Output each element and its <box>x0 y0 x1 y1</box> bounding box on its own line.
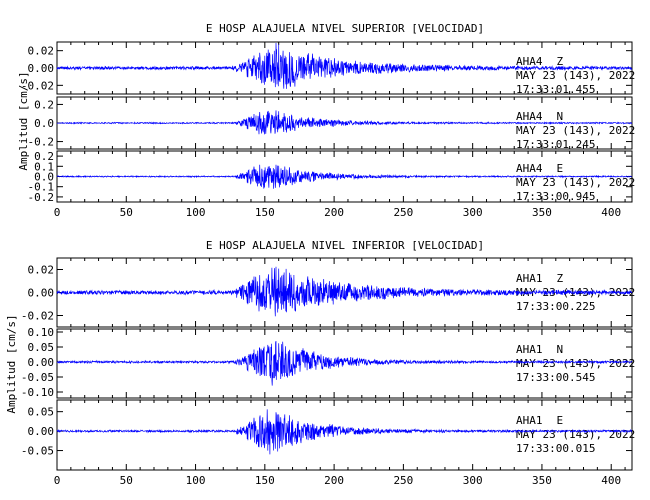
station-name: AHA4 <box>516 110 543 123</box>
record-time: 17:33:01.245 <box>516 138 595 151</box>
x-tick-label: 300 <box>463 474 483 487</box>
x-tick-label: 50 <box>120 474 133 487</box>
x-tick-label: 200 <box>324 206 344 219</box>
x-tick-label: 150 <box>255 474 275 487</box>
y-tick-label: -0.1 <box>28 181 55 194</box>
seismogram-trace <box>56 164 633 189</box>
station-name: AHA1 <box>516 414 543 427</box>
x-tick-label: 250 <box>393 206 413 219</box>
seismogram-trace <box>56 110 633 135</box>
x-tick-label: 350 <box>532 206 552 219</box>
station-name: AHA4 <box>516 55 543 68</box>
y-tick-label: -0.2 <box>28 136 55 149</box>
y-tick-label: 0.0 <box>34 117 54 130</box>
component-name: N <box>557 110 564 123</box>
y-tick-label: -0.02 <box>21 79 54 92</box>
y-tick-label: 0.00 <box>28 425 55 438</box>
component-name: E <box>557 162 564 175</box>
y-axis-label-bottom: Amplitud [cm/s] <box>5 314 18 413</box>
figure-title-top: E HOSP ALAJUELA NIVEL SUPERIOR [VELOCIDA… <box>206 22 484 35</box>
record-time: 17:33:00.015 <box>516 442 595 455</box>
seismogram-trace <box>56 409 633 455</box>
component-name: Z <box>557 272 564 285</box>
x-tick-label: 0 <box>54 474 61 487</box>
station-component-label: AHA4 N <box>516 110 563 123</box>
figure-top: E HOSP ALAJUELA NIVEL SUPERIOR [VELOCIDA… <box>17 22 635 203</box>
station-component-label: AHA1 E <box>516 414 563 427</box>
y-tick-label: 0.02 <box>28 264 55 277</box>
station-name: AHA1 <box>516 343 543 356</box>
y-tick-label: 0.00 <box>28 287 55 300</box>
y-tick-label: 0.05 <box>28 406 55 419</box>
station-name: AHA4 <box>516 162 543 175</box>
channel-panel-aha4-z: AHA4 Z MAY 23 (143), 2022 17:33:01.455 <box>516 55 635 96</box>
y-tick-label: 0.02 <box>28 45 55 58</box>
channel-panel-aha4-e: AHA4 E MAY 23 (143), 2022 17:33:00.945 <box>516 162 635 203</box>
y-axis-label-top: Amplitud [cm/s] <box>17 71 30 170</box>
y-tick-label: 0.2 <box>34 98 54 111</box>
y-tick-label: 0.05 <box>28 341 55 354</box>
y-tick-label: -0.10 <box>21 386 54 399</box>
y-tick-label: 0.10 <box>28 326 55 339</box>
record-time: 17:33:00.225 <box>516 300 595 313</box>
station-component-label: AHA4 E <box>516 162 563 175</box>
x-tick-label: 100 <box>186 206 206 219</box>
y-tick-label: -0.02 <box>21 310 54 323</box>
x-tick-label: 50 <box>120 206 133 219</box>
record-date: MAY 23 (143), 2022 <box>516 357 635 370</box>
component-name: Z <box>557 55 564 68</box>
x-tick-label: 400 <box>601 474 621 487</box>
x-tick-label: 150 <box>255 206 275 219</box>
record-date: MAY 23 (143), 2022 <box>516 124 635 137</box>
x-tick-label: 350 <box>532 474 552 487</box>
y-tick-label: -0.05 <box>21 445 54 458</box>
y-tick-label: -0.05 <box>21 371 54 384</box>
seismogram-trace <box>56 341 633 386</box>
panel-frame <box>56 399 633 471</box>
x-tick-label: 400 <box>601 206 621 219</box>
record-time: 17:33:01.455 <box>516 83 595 96</box>
figure-bottom: E HOSP ALAJUELA NIVEL INFERIOR [VELOCIDA… <box>5 239 635 455</box>
y-tick-label: 0.00 <box>28 62 55 75</box>
channel-panel-aha4-n: AHA4 N MAY 23 (143), 2022 17:33:01.245 <box>516 110 635 151</box>
station-component-label: AHA1 Z <box>516 272 564 285</box>
y-tick-label: 0.1 <box>34 160 54 173</box>
x-tick-label: 200 <box>324 474 344 487</box>
y-tick-label: 0.0 <box>34 171 54 184</box>
y-tick-label: 0.2 <box>34 150 54 163</box>
record-time: 17:33:00.545 <box>516 371 595 384</box>
x-tick-label: 100 <box>186 474 206 487</box>
record-date: MAY 23 (143), 2022 <box>516 176 635 189</box>
figure-title-bottom: E HOSP ALAJUELA NIVEL INFERIOR [VELOCIDA… <box>206 239 484 252</box>
seismogram-trace <box>56 42 633 89</box>
component-name: E <box>557 414 564 427</box>
y-tick-label: 0.00 <box>28 356 55 369</box>
record-time: 17:33:00.945 <box>516 190 595 203</box>
y-tick-label: -0.2 <box>28 191 55 204</box>
x-tick-label: 0 <box>54 206 61 219</box>
x-tick-label: 300 <box>463 206 483 219</box>
component-name: N <box>557 343 564 356</box>
channel-panel-aha1-e: AHA1 E MAY 23 (143), 2022 17:33:00.015 <box>516 414 635 455</box>
panel-frame <box>56 328 633 399</box>
record-date: MAY 23 (143), 2022 <box>516 69 635 82</box>
x-tick-label: 250 <box>393 474 413 487</box>
station-component-label: AHA1 N <box>516 343 563 356</box>
station-component-label: AHA4 Z <box>516 55 564 68</box>
station-name: AHA1 <box>516 272 543 285</box>
seismogram-trace <box>56 266 633 317</box>
channel-panel-aha1-n: AHA1 N MAY 23 (143), 2022 17:33:00.545 <box>516 343 635 384</box>
